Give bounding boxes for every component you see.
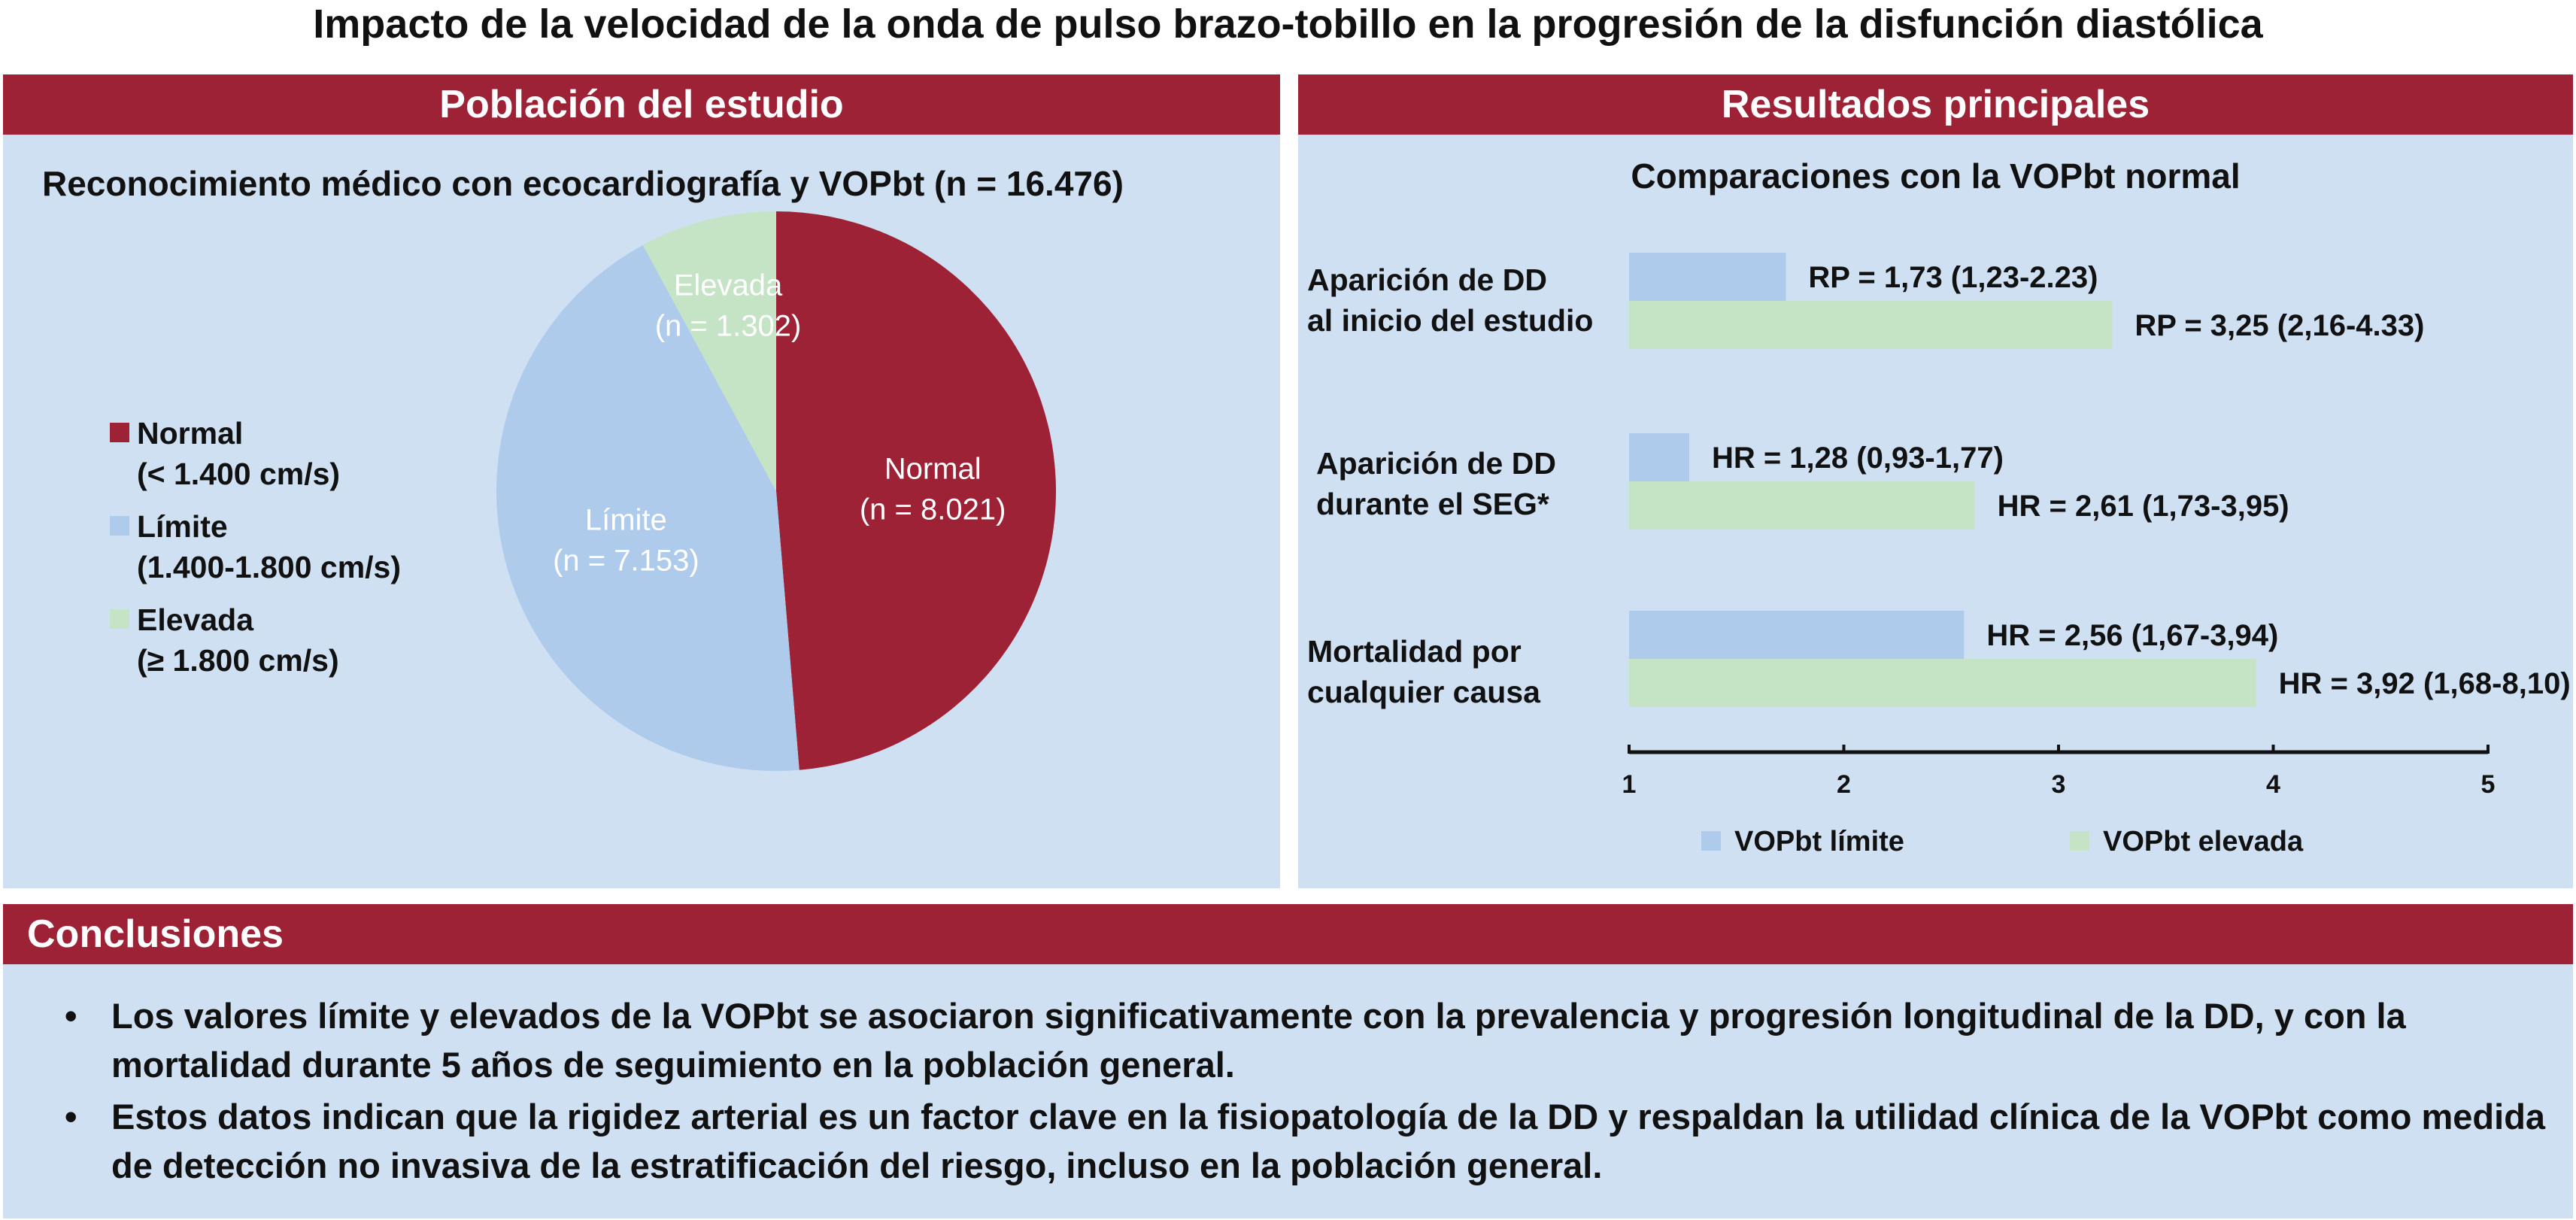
pie-label-elevada: Elevada xyxy=(674,269,783,302)
legend-range-elevada: (≥ 1.800 cm/s) xyxy=(137,643,339,678)
bar-label-elevada-dd-baseline: RP = 3,25 (2,16-4.33) xyxy=(2135,309,2424,342)
row-label-dd-followup: Aparición de DD durante el SEG* xyxy=(1316,443,1556,524)
conclusions-panel: Conclusiones xyxy=(3,904,2573,1218)
row-label-mortality: Mortalidad por cualquier causa xyxy=(1307,631,1540,712)
row-label-dd-baseline-line1: Aparición de DD xyxy=(1307,263,1547,297)
legend-swatch-normal xyxy=(110,423,129,442)
bar-label-limite-dd-baseline: RP = 1,73 (1,23-2.23) xyxy=(1808,261,2098,294)
bar-label-elevada-dd-followup: HR = 2,61 (1,73-3,95) xyxy=(1998,490,2289,523)
legend-label-normal: Normal xyxy=(137,416,244,451)
figure-title: Impacto de la velocidad de la onda de pu… xyxy=(313,2,2263,47)
conclusion-text: Estos datos indican que la rigidez arter… xyxy=(111,1097,2546,1185)
main-results-subtitle: Comparaciones con la VOPbt normal xyxy=(1631,156,2241,196)
row-label-dd-followup-line1: Aparición de DD xyxy=(1316,446,1556,481)
bullet-icon: • xyxy=(65,1097,77,1137)
pie-label-normal: Normal xyxy=(884,452,982,485)
pie-chart: Normal (n = 8.021) Límite (n = 7.153) Elevad… xyxy=(496,211,1057,771)
x-tick-label: 3 xyxy=(2052,770,2066,799)
legend-label-elevada: VOPbt elevada xyxy=(2103,826,2304,857)
pie-label-limite: Límite xyxy=(585,503,667,536)
conclusion-text: Los valores límite y elevados de la VOPb… xyxy=(111,996,2406,1085)
main-results-header: Resultados principales xyxy=(1298,74,2573,135)
pie-slice-elevada xyxy=(642,211,776,491)
conclusions-list: • Los valores límite y elevados de la VO… xyxy=(65,991,2547,1193)
main-results-panel: Resultados principales Comparaciones con… xyxy=(1298,74,2573,888)
x-tick-label: 5 xyxy=(2481,770,2496,799)
legend-item-limite: Límite xyxy=(110,506,401,547)
hazard-bar-chart: RP = 1,73 (1,23-2.23) RP = 3,25 (2,16-4.3… xyxy=(1622,253,2571,857)
bar-elevada-mortality xyxy=(1629,659,2256,707)
row-label-mortality-line1: Mortalidad por xyxy=(1307,634,1522,669)
row-label-mortality-line2: cualquier causa xyxy=(1307,675,1540,709)
x-tick-label: 4 xyxy=(2266,770,2280,799)
conclusion-item: • Los valores límite y elevados de la VO… xyxy=(65,991,2547,1089)
bar-label-elevada-mortality: HR = 3,92 (1,68-8,10) xyxy=(2279,667,2571,700)
pie-legend: Normal (< 1.400 cm/s) Límite (1.400-1.80… xyxy=(110,413,401,681)
bar-label-limite-mortality: HR = 2,56 (1,67-3,94) xyxy=(1986,619,2278,652)
legend-range-limite: (1.400-1.800 cm/s) xyxy=(137,550,402,584)
study-population-subtitle: Reconocimiento médico con ecocardiografí… xyxy=(42,164,1124,203)
legend-item-elevada: Elevada xyxy=(110,599,401,640)
bar-elevada-dd-baseline xyxy=(1629,301,2113,349)
legend-label-elevada: Elevada xyxy=(137,602,253,637)
legend-item-normal: Normal xyxy=(110,413,401,454)
bar-label-limite-dd-followup: HR = 1,28 (0,93-1,77) xyxy=(1712,442,2004,475)
bullet-icon: • xyxy=(65,996,77,1036)
legend-label-limite: VOPbt límite xyxy=(1734,826,1904,857)
pie-slice-normal xyxy=(776,211,1057,770)
pie-slice-limite xyxy=(496,244,800,771)
row-label-dd-baseline-line2: al inicio del estudio xyxy=(1307,303,1594,338)
bar-limite-mortality xyxy=(1629,611,1965,659)
study-population-header: Población del estudio xyxy=(3,74,1280,135)
bar-limite-dd-followup xyxy=(1629,433,1689,481)
legend-swatch-elevada xyxy=(110,609,129,629)
pie-count-limite: (n = 7.153) xyxy=(553,544,699,577)
x-tick-label: 2 xyxy=(1837,770,1851,799)
pie-count-normal: (n = 8.021) xyxy=(860,493,1006,526)
row-label-dd-baseline: Aparición de DD al inicio del estudio xyxy=(1307,259,1593,341)
study-population-panel: Población del estudio Reconocimiento méd… xyxy=(3,74,1280,888)
legend-swatch-limite xyxy=(1701,831,1721,851)
row-label-dd-followup-line2: durante el SEG* xyxy=(1316,487,1549,521)
bar-limite-dd-baseline xyxy=(1629,253,1786,301)
legend-range-normal: (< 1.400 cm/s) xyxy=(137,457,341,491)
x-tick-label: 1 xyxy=(1622,770,1637,799)
legend-label-limite: Límite xyxy=(137,509,228,544)
bar-elevada-dd-followup xyxy=(1629,481,1975,530)
legend-swatch-elevada xyxy=(2070,831,2089,851)
conclusion-item: • Estos datos indican que la rigidez art… xyxy=(65,1092,2547,1190)
legend-swatch-limite xyxy=(110,516,129,536)
conclusions-header: Conclusiones xyxy=(3,904,2573,964)
pie-count-elevada: (n = 1.302) xyxy=(655,310,802,343)
